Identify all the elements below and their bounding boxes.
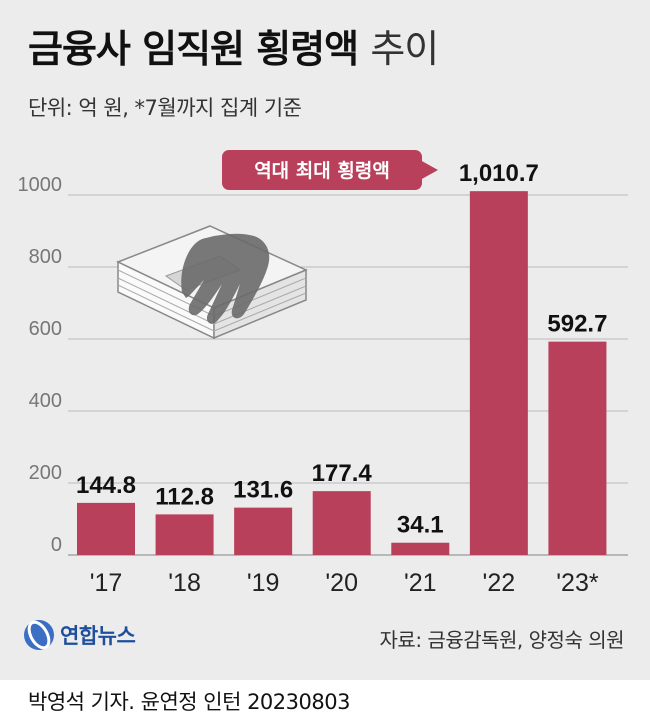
y-tick-label: 800: [29, 246, 62, 268]
y-tick-label: 0: [51, 534, 62, 556]
y-tick-label: 1000: [18, 174, 63, 196]
bar-value-label: 1,010.7: [459, 160, 539, 187]
bar-value-label: 177.4: [312, 460, 373, 487]
title-light: 추이: [370, 27, 439, 71]
yonhap-logo: 연합뉴스: [22, 618, 136, 652]
bar-value-label: 34.1: [397, 512, 444, 539]
category-labels: '17 '18 '19 '20 '21 '22 '23*: [90, 569, 599, 597]
logo-text: 연합뉴스: [60, 624, 136, 648]
bars: [77, 191, 607, 555]
x-category-label: '17: [90, 569, 123, 597]
x-category-label: '22: [483, 569, 516, 597]
source-note: 자료: 금융감독원, 양정숙 의원: [379, 628, 625, 652]
callout-box: [222, 150, 422, 190]
bar: [391, 542, 450, 555]
callout-text: 역대 최대 횡령액: [254, 160, 390, 182]
bar: [234, 507, 293, 555]
value-labels: 144.8 112.8 131.6 177.4 34.1 1,010.7 592.7: [76, 160, 607, 539]
bar-value-label: 592.7: [547, 311, 607, 338]
bar: [155, 514, 214, 555]
x-category-label: '23*: [556, 569, 599, 597]
bar: [77, 502, 135, 555]
x-category-label: '21: [404, 569, 437, 597]
bar-chart: 0 200 400 600 800 1000 144.8 112.8 131.6 177.4 34…: [18, 150, 628, 597]
record-callout: 역대 최대 횡령액: [222, 150, 438, 190]
bar-value-label: 131.6: [233, 477, 293, 504]
bar: [548, 341, 607, 555]
callout-pointer: [420, 160, 438, 180]
x-category-label: '20: [325, 569, 358, 597]
bar-value-label: 144.8: [76, 472, 136, 499]
x-category-label: '18: [168, 569, 201, 597]
y-tick-label: 200: [29, 462, 62, 484]
y-axis-ticks: 0 200 400 600 800 1000: [18, 174, 63, 556]
bar-value-label: 112.8: [155, 483, 214, 510]
chart-panel: 금융사 임직원 횡령액 추이 단위: 억 원, *7월까지 집계 기준 0 200…: [0, 0, 650, 680]
bar: [312, 491, 371, 555]
credit-line: 박영석 기자. 윤연정 인턴 20230803: [28, 690, 350, 714]
chart-subtitle: 단위: 억 원, *7월까지 집계 기준: [28, 96, 302, 120]
title-bold: 금융사 임직원 횡령액: [28, 27, 359, 71]
money-stack-hand-icon: [116, 225, 308, 340]
x-category-label: '19: [247, 569, 280, 597]
y-tick-label: 400: [29, 390, 62, 412]
chart-title: 금융사 임직원 횡령액 추이: [28, 18, 439, 73]
y-tick-label: 600: [29, 318, 62, 340]
bar: [469, 191, 528, 555]
yonhap-logo-icon: [24, 620, 54, 650]
